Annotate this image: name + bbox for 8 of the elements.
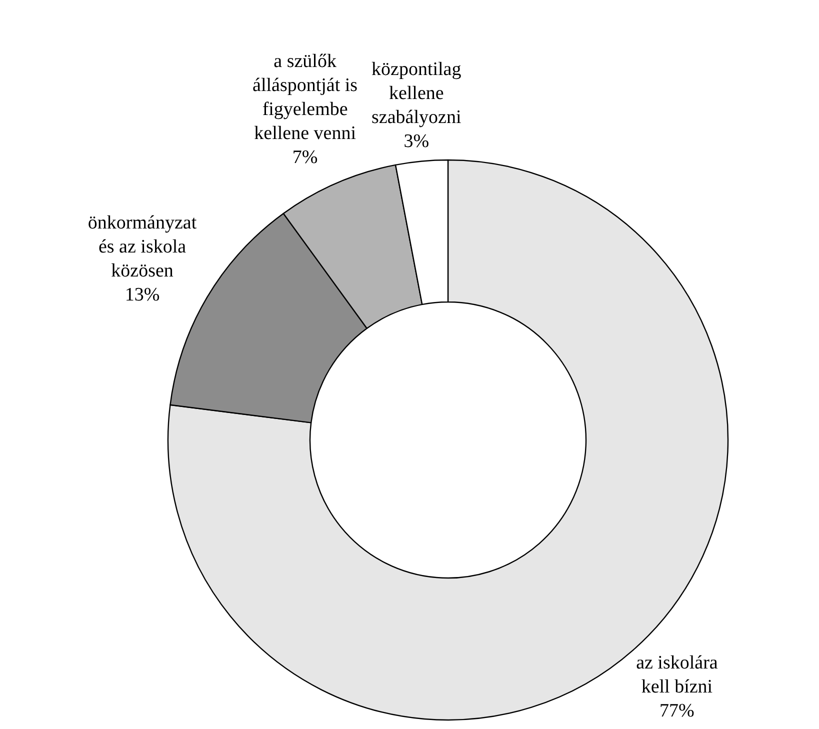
slice-label: a szülők álláspontját is figyelembe kellene venni bbox=[252, 51, 358, 144]
data-label: 77% bbox=[660, 700, 695, 722]
data-label: 3% bbox=[404, 130, 430, 152]
data-label: 7% bbox=[292, 147, 318, 168]
slice-label: központilag kellene szabályozni bbox=[372, 58, 462, 128]
data-label: 13% bbox=[124, 284, 160, 306]
slice-label: az iskolára kell bízni bbox=[636, 652, 718, 698]
slice-label: önkormányzat és az iskola közösen bbox=[88, 212, 198, 282]
